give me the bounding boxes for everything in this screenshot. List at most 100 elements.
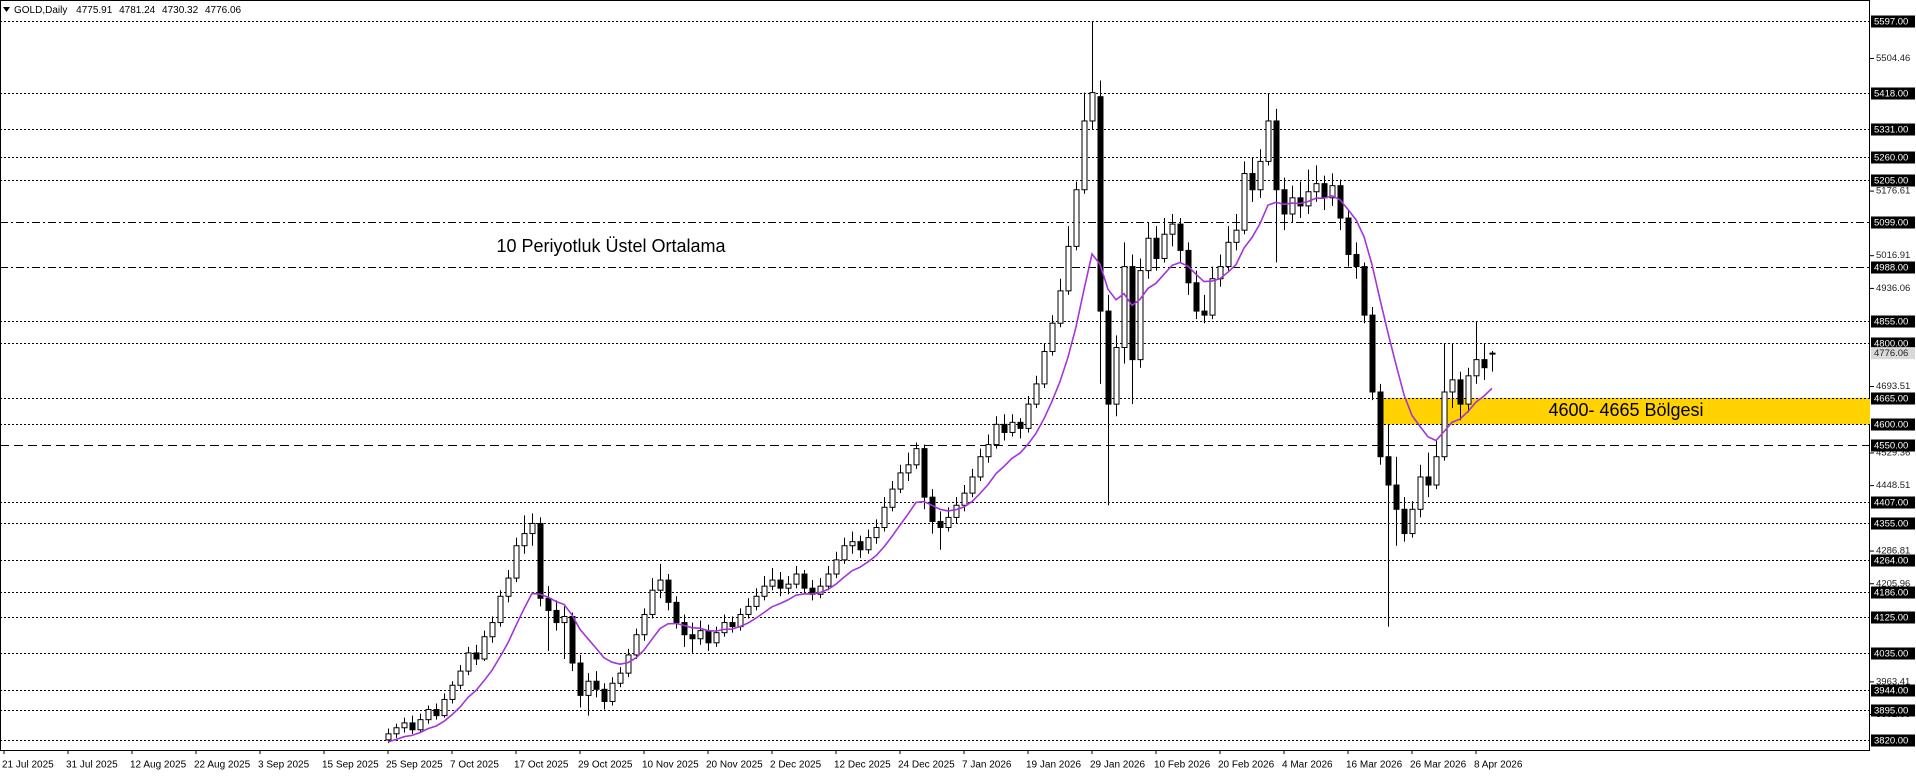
candle-body [561, 616, 568, 624]
candle-body [697, 630, 704, 640]
candle-body [1129, 266, 1136, 361]
candle-body [681, 622, 688, 636]
chart-header: GOLD,Daily 4775.91 4781.24 4730.32 4776.… [14, 5, 242, 16]
candle-body [545, 597, 552, 611]
candle-body [553, 609, 560, 624]
candle-body [425, 709, 432, 721]
candle-body [777, 579, 784, 589]
candle-body [481, 636, 488, 660]
candle-body [689, 634, 696, 640]
candle-body [793, 573, 800, 585]
level-label: 4665.00 [1874, 394, 1908, 405]
candle-body [1233, 229, 1240, 243]
level-label: 4035.00 [1874, 649, 1908, 660]
candle-body [729, 622, 736, 628]
x-tick-label: 29 Jan 2026 [1090, 760, 1145, 771]
candle-body [633, 634, 640, 656]
candle-body [1393, 484, 1400, 510]
candle-body [1057, 290, 1064, 324]
level-label-box [1871, 647, 1915, 660]
candle-body [537, 522, 544, 599]
level-label-box [1871, 611, 1915, 624]
level-label-box [1871, 123, 1915, 136]
candle-body [1121, 266, 1128, 348]
candle-body [1369, 314, 1376, 393]
candle-body [1361, 266, 1368, 316]
candle-body [1249, 173, 1256, 191]
header-low: 4730.32 [162, 5, 199, 16]
candle-body [1305, 191, 1312, 207]
x-tick-label: 16 Mar 2026 [1346, 760, 1403, 771]
candle-body [649, 589, 656, 615]
level-label-box [1871, 586, 1915, 599]
candle-body [857, 541, 864, 551]
candle-body [1465, 375, 1472, 405]
level-label-box [1871, 216, 1915, 229]
y-tick-label: 5504.46 [1876, 53, 1910, 64]
level-label: 4800.00 [1874, 339, 1908, 350]
level-label: 4988.00 [1874, 263, 1908, 274]
candle-body [945, 516, 952, 529]
candle-body [785, 583, 792, 589]
candle-body [985, 444, 992, 458]
level-label-box [1871, 151, 1915, 164]
x-tick-label: 29 Oct 2025 [578, 760, 633, 771]
x-tick-label: 31 Jul 2025 [66, 760, 118, 771]
candle-body [585, 680, 592, 696]
candle-body [849, 541, 856, 547]
x-tick-label: 20 Nov 2025 [706, 760, 763, 771]
level-label-box [1871, 554, 1915, 567]
candle-body [1433, 456, 1440, 486]
candle-body [713, 632, 720, 644]
candle-layer [385, 21, 1496, 744]
candle-body [601, 688, 608, 702]
candle-body [937, 520, 944, 529]
candle-body [1353, 253, 1360, 268]
candle-body [1385, 456, 1392, 486]
ema-line [387, 194, 1493, 743]
candle-body [1161, 233, 1168, 259]
candle-body [1105, 310, 1112, 405]
candle-body [433, 709, 440, 717]
level-label-box [1871, 392, 1915, 405]
candle-body [1265, 120, 1272, 162]
candle-body [833, 559, 840, 575]
candle-body [1473, 359, 1480, 377]
level-label-box [1871, 261, 1915, 274]
level-label: 4407.00 [1874, 498, 1908, 509]
candle-body [1321, 183, 1328, 199]
candle-body [1241, 173, 1248, 231]
candle-body [1481, 359, 1488, 369]
candle-body [705, 630, 712, 644]
candle-body [1313, 183, 1320, 193]
candle-body [513, 545, 520, 579]
level-label-box [1871, 87, 1915, 100]
candle-body [1049, 322, 1056, 353]
candle-body [961, 492, 968, 506]
candle-body [625, 654, 632, 674]
candle-body [449, 684, 456, 700]
candle-body [673, 601, 680, 624]
candle-body [641, 613, 648, 636]
candle-body [417, 719, 424, 731]
zone-label: 4600- 4665 Bölgesi [1548, 400, 1703, 420]
y-tick-label: 5016.91 [1876, 250, 1910, 261]
x-tick-label: 12 Aug 2025 [130, 760, 187, 771]
y-tick-label: 4286.81 [1876, 546, 1910, 557]
x-tick-label: 7 Oct 2025 [450, 760, 499, 771]
candle-body [489, 622, 496, 638]
symbol-menu-icon[interactable] [3, 7, 10, 12]
candle-body [1257, 160, 1264, 191]
level-label: 5260.00 [1874, 153, 1908, 164]
candle-body [1289, 197, 1296, 215]
candle-body [761, 585, 768, 597]
y-tick-label: 4448.51 [1876, 480, 1910, 491]
level-label-box [1871, 496, 1915, 509]
candle-body [529, 522, 536, 535]
candle-body [1201, 310, 1208, 316]
candle-body [825, 573, 832, 587]
level-label: 4186.00 [1874, 588, 1908, 599]
last-price-label: 4776.06 [1874, 348, 1908, 359]
